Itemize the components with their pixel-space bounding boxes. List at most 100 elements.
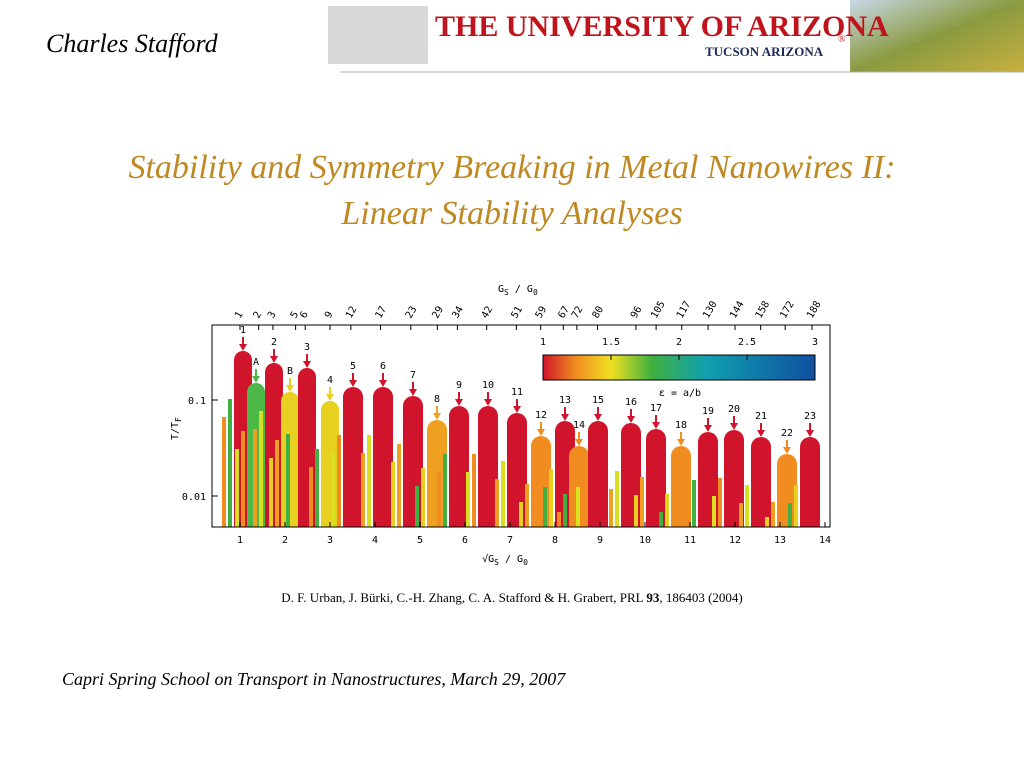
region-band xyxy=(794,485,798,527)
x-tick-label: 8 xyxy=(552,535,558,546)
x-tick-label: 5 xyxy=(417,535,423,546)
region-band xyxy=(557,512,561,527)
stability-dome xyxy=(724,430,744,527)
region-band xyxy=(692,480,696,527)
arrow-head xyxy=(575,439,583,446)
region-band xyxy=(228,399,232,527)
region-band xyxy=(391,462,395,527)
stability-dome xyxy=(343,387,363,527)
x-tick-label: 3 xyxy=(327,535,333,546)
y-tick-label: 0.01 xyxy=(182,492,206,503)
region-band xyxy=(495,479,499,527)
top-axis-title: GS / G0 xyxy=(498,284,538,297)
x-axis-title: √GS / G0 xyxy=(482,553,528,567)
stability-dome xyxy=(373,387,393,527)
top-tick-label: 172 xyxy=(778,299,797,320)
top-tick-label: 12 xyxy=(344,305,360,321)
arrow-head xyxy=(379,380,387,387)
stability-dome xyxy=(646,429,666,527)
colorbar-label: ε = a/b xyxy=(659,388,701,399)
colorbar-tick-label: 1.5 xyxy=(602,337,620,348)
region-band xyxy=(286,434,290,527)
region-band xyxy=(576,487,580,527)
arrow-label: 10 xyxy=(482,380,494,391)
region-band xyxy=(309,467,313,527)
top-tick-label: 105 xyxy=(649,299,668,320)
region-band xyxy=(235,449,239,527)
arrow-head xyxy=(270,356,278,363)
region-band xyxy=(718,478,722,527)
title-line: Linear Stability Analyses xyxy=(340,195,682,232)
arrow-head xyxy=(286,385,294,392)
region-band xyxy=(582,469,586,527)
arrow-label: A xyxy=(253,357,259,368)
region-band xyxy=(421,468,425,527)
arrow-label: 4 xyxy=(327,375,333,386)
region-band xyxy=(466,472,470,527)
arrow-head xyxy=(537,429,545,436)
x-axis-title-part: / G xyxy=(499,554,523,565)
top-axis-title-part: S xyxy=(504,288,509,297)
arrow-label: 9 xyxy=(456,380,462,391)
arrow-head xyxy=(513,406,521,413)
arrow-label: 21 xyxy=(755,411,767,422)
region-band xyxy=(659,512,663,527)
arrow-label: 12 xyxy=(535,410,547,421)
x-tick-label: 11 xyxy=(684,535,696,546)
logo-location: TUCSON ARIZONA xyxy=(705,44,824,59)
top-tick-label: 5 xyxy=(289,310,302,321)
region-band xyxy=(525,484,529,527)
arrow-head xyxy=(677,439,685,446)
region-band xyxy=(615,471,619,527)
y-tick-label: 0.1 xyxy=(188,396,206,407)
colorbar-tick-label: 1 xyxy=(540,337,546,348)
arrow-head xyxy=(433,413,441,420)
region-band xyxy=(501,461,505,527)
top-tick-label: 72 xyxy=(570,305,586,321)
top-tick-label: 2 xyxy=(252,310,265,321)
region-band xyxy=(331,453,335,527)
arrow-label: 3 xyxy=(304,342,310,353)
top-tick-label: 6 xyxy=(298,310,311,321)
arrow-label: 5 xyxy=(350,361,356,372)
logo-mark: ® xyxy=(838,34,846,45)
stability-dome xyxy=(265,363,283,527)
region-band xyxy=(640,477,644,527)
arrow-label: 16 xyxy=(625,397,637,408)
top-axis-title-part: / G xyxy=(509,284,533,295)
region-band xyxy=(275,440,279,527)
region-band xyxy=(549,469,553,527)
y-axis-title-part: F xyxy=(174,417,183,422)
citation-text: D. F. Urban, J. Bürki, C.-H. Zhang, C. A… xyxy=(281,590,646,605)
region-band xyxy=(543,487,547,527)
region-band xyxy=(241,431,245,527)
x-tick-label: 13 xyxy=(774,535,786,546)
arrow-head xyxy=(594,414,602,421)
region-band xyxy=(788,503,792,527)
arrow-head xyxy=(704,425,712,432)
stability-dome xyxy=(449,406,469,527)
arrow-label: 7 xyxy=(410,370,416,381)
arrow-label: 13 xyxy=(559,395,571,406)
arrow-head xyxy=(349,380,357,387)
region-band xyxy=(665,494,669,527)
region-band xyxy=(222,417,226,527)
stability-dome xyxy=(321,401,339,527)
x-tick-label: 1 xyxy=(237,535,243,546)
top-tick-label: 117 xyxy=(675,299,694,320)
title-line: Stability and Symmetry Breaking in Metal… xyxy=(128,149,895,186)
arrow-label: 14 xyxy=(573,420,585,431)
region-band xyxy=(253,429,257,527)
region-band xyxy=(739,503,743,527)
region-band xyxy=(745,485,749,527)
citation: D. F. Urban, J. Bürki, C.-H. Zhang, C. A… xyxy=(281,590,743,605)
y-axis-title: T/TF xyxy=(170,417,183,440)
arrow-label: 23 xyxy=(804,411,816,422)
region-band xyxy=(269,458,273,527)
stability-dome xyxy=(507,413,527,527)
region-band xyxy=(437,472,441,527)
x-tick-label: 7 xyxy=(507,535,513,546)
top-tick-label: 96 xyxy=(629,305,645,321)
